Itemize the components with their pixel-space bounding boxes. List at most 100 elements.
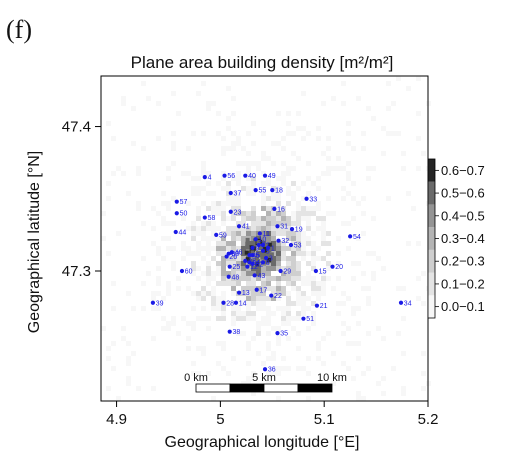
- density-cell: [311, 256, 316, 261]
- density-cell: [401, 151, 406, 156]
- density-cell: [241, 216, 246, 221]
- density-cell: [221, 266, 226, 271]
- density-cell: [266, 226, 271, 231]
- density-cell: [261, 266, 266, 271]
- density-cell: [131, 141, 136, 146]
- density-cell: [271, 216, 276, 221]
- density-cell: [156, 251, 161, 256]
- density-cell: [247, 242, 252, 247]
- density-cell: [111, 136, 116, 141]
- x-axis-label: Geographical longitude [°E]: [165, 434, 360, 451]
- density-cell: [196, 91, 201, 96]
- density-cell: [236, 206, 241, 211]
- density-cell: [246, 226, 251, 231]
- density-cell: [176, 276, 181, 281]
- density-cell: [291, 216, 296, 221]
- density-cell: [246, 301, 251, 306]
- density-cell: [301, 211, 306, 216]
- density-cell: [316, 346, 321, 351]
- density-cell: [321, 151, 326, 156]
- density-cell: [336, 166, 341, 171]
- station-point-25: [227, 264, 232, 269]
- density-cell: [261, 181, 266, 186]
- density-cell: [111, 341, 116, 346]
- density-cell: [221, 311, 226, 316]
- density-cell: [381, 336, 386, 341]
- density-cell: [266, 271, 271, 276]
- density-cell: [231, 321, 236, 326]
- density-cell: [326, 276, 331, 281]
- density-cell: [296, 296, 301, 301]
- density-cell: [256, 251, 261, 256]
- density-cell: [356, 396, 361, 401]
- density-cell: [231, 211, 236, 216]
- density-cell: [241, 331, 246, 336]
- density-cell: [246, 306, 251, 311]
- density-cell: [231, 206, 236, 211]
- density-cell: [126, 191, 131, 196]
- density-cell: [231, 251, 236, 256]
- density-cell: [221, 251, 226, 256]
- density-cell: [251, 256, 256, 261]
- density-cell: [296, 291, 301, 296]
- scale-bar-segment-2: [229, 383, 265, 393]
- density-cell: [226, 201, 231, 206]
- station-point-48: [226, 274, 231, 279]
- density-cell: [166, 221, 171, 226]
- density-cell: [201, 166, 206, 171]
- density-cell: [286, 166, 291, 171]
- density-cell: [201, 221, 206, 226]
- density-cell: [311, 246, 316, 251]
- density-cell: [241, 291, 246, 296]
- density-cell: [276, 371, 281, 376]
- density-cell: [246, 216, 251, 221]
- density-cell: [191, 291, 196, 296]
- density-cell: [196, 276, 201, 281]
- station-label-60: 60: [185, 269, 193, 276]
- density-cell: [321, 241, 326, 246]
- station-point-60: [179, 268, 185, 274]
- density-cell: [176, 286, 181, 291]
- density-cell: [276, 336, 281, 341]
- density-cell: [106, 346, 111, 351]
- density-cell: [221, 231, 226, 236]
- density-cell: [241, 276, 246, 281]
- density-cell: [236, 161, 241, 166]
- density-cell: [301, 306, 306, 311]
- density-cell: [216, 301, 221, 306]
- density-cell: [121, 96, 126, 101]
- density-cell: [306, 191, 311, 196]
- station-point-17: [254, 287, 259, 292]
- density-cell: [306, 131, 311, 136]
- density-cell: [341, 361, 346, 366]
- density-cell: [206, 191, 211, 196]
- density-cell: [246, 161, 251, 166]
- density-cell: [331, 166, 336, 171]
- density-cell: [281, 366, 286, 371]
- density-cell: [286, 201, 291, 206]
- density-cell: [271, 236, 276, 241]
- density-cell: [336, 236, 341, 241]
- station-label-17: 17: [260, 287, 268, 294]
- density-cell: [301, 276, 306, 281]
- station-point-49: [262, 173, 268, 178]
- density-cell: [106, 181, 111, 186]
- density-cell: [211, 221, 216, 226]
- density-cell: [131, 306, 136, 311]
- density-cell: [181, 256, 186, 261]
- density-cell: [416, 166, 421, 171]
- density-cell: [266, 176, 271, 181]
- density-cell: [261, 296, 266, 301]
- density-cell: [206, 276, 211, 281]
- station-point-12: [245, 264, 250, 269]
- density-cell: [271, 231, 276, 236]
- density-cell: [361, 231, 366, 236]
- station-point-44: [173, 229, 178, 235]
- density-cell: [306, 211, 311, 216]
- density-cell: [256, 216, 261, 221]
- colorbar-label: 0.4−0.5: [441, 208, 485, 223]
- density-cell: [236, 266, 241, 271]
- density-cell: [266, 236, 271, 241]
- density-cell: [316, 226, 321, 231]
- density-cell: [281, 211, 286, 216]
